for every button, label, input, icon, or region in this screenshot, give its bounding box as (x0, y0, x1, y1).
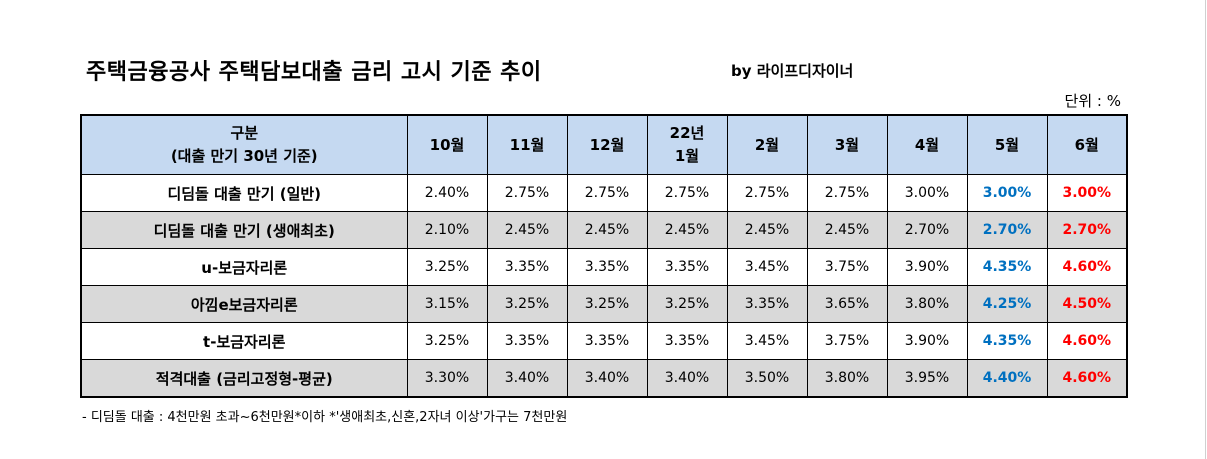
category-header-title: 구분 (230, 124, 259, 142)
rate-cell: 3.00% (886, 174, 968, 212)
rate-cell: 3.25% (486, 285, 568, 323)
rate-cell: 2.75% (486, 174, 568, 212)
rate-cell: 2.45% (646, 211, 728, 249)
rate-cell-may: 4.35% (966, 248, 1048, 286)
month-header: 3월 (806, 114, 888, 175)
row-label: 디딤돌 대출 만기 (일반) (80, 174, 408, 212)
unit-label: 단위 : % (1064, 92, 1121, 110)
rate-cell-june: 3.00% (1046, 174, 1128, 212)
rate-cell: 3.45% (726, 322, 808, 360)
rate-cell: 2.45% (486, 211, 568, 249)
rate-cell: 2.75% (566, 174, 648, 212)
rate-cell: 3.35% (486, 248, 568, 286)
month-header: 22년 1월 (646, 114, 728, 175)
rate-cell: 3.35% (646, 322, 728, 360)
rate-cell: 3.40% (646, 359, 728, 398)
rate-cell-may: 3.00% (966, 174, 1048, 212)
table-row: 디딤돌 대출 만기 (일반) 2.40% 2.75% 2.75% 2.75% 2… (80, 174, 1128, 212)
rate-cell-june: 4.60% (1046, 248, 1128, 286)
author-byline: by 라이프디자이너 (731, 62, 854, 80)
rate-cell-june: 4.50% (1046, 285, 1128, 323)
rate-cell: 3.35% (646, 248, 728, 286)
rate-cell: 3.25% (646, 285, 728, 323)
rate-cell: 2.70% (886, 211, 968, 249)
rate-cell: 3.35% (486, 322, 568, 360)
rate-cell-june: 2.70% (1046, 211, 1128, 249)
table-row: 디딤돌 대출 만기 (생애최초) 2.10% 2.45% 2.45% 2.45%… (80, 211, 1128, 249)
rate-cell-june: 4.60% (1046, 322, 1128, 360)
month-header: 10월 (406, 114, 488, 175)
row-label: 아낌e보금자리론 (80, 285, 408, 323)
rate-cell: 3.45% (726, 248, 808, 286)
rate-cell: 2.10% (406, 211, 488, 249)
rate-cell: 2.75% (726, 174, 808, 212)
rate-cell: 3.25% (566, 285, 648, 323)
month-header: 6월 (1046, 114, 1128, 175)
rate-cell-may: 4.40% (966, 359, 1048, 398)
rate-cell: 3.75% (806, 248, 888, 286)
rate-cell: 3.25% (406, 322, 488, 360)
rate-cell: 3.80% (806, 359, 888, 398)
footnote: - 디딤돌 대출 : 4천만원 초과~6천만원*이하 *'생애최초,신혼,2자녀… (82, 410, 568, 425)
category-header-subtitle: (대출 만기 30년 기준) (170, 147, 318, 165)
rate-cell: 3.80% (886, 285, 968, 323)
table-row: 아낌e보금자리론 3.15% 3.25% 3.25% 3.25% 3.35% 3… (80, 285, 1128, 323)
row-label: 적격대출 (금리고정형-평균) (80, 359, 408, 398)
row-label: u-보금자리론 (80, 248, 408, 286)
rate-cell: 2.45% (806, 211, 888, 249)
rate-cell: 3.40% (566, 359, 648, 398)
row-label: t-보금자리론 (80, 322, 408, 360)
rate-cell: 3.95% (886, 359, 968, 398)
rate-cell: 3.65% (806, 285, 888, 323)
rate-cell-may: 4.25% (966, 285, 1048, 323)
table-row: u-보금자리론 3.25% 3.35% 3.35% 3.35% 3.45% 3.… (80, 248, 1128, 286)
rate-cell: 3.30% (406, 359, 488, 398)
rate-cell: 3.50% (726, 359, 808, 398)
row-label: 디딤돌 대출 만기 (생애최초) (80, 211, 408, 249)
table-row: t-보금자리론 3.25% 3.35% 3.35% 3.35% 3.45% 3.… (80, 322, 1128, 360)
rate-cell-june: 4.60% (1046, 359, 1128, 398)
month-header: 5월 (966, 114, 1048, 175)
rate-cell: 3.90% (886, 248, 968, 286)
page-title: 주택금융공사 주택담보대출 금리 고시 기준 추이 (86, 60, 542, 85)
month-header: 2월 (726, 114, 808, 175)
rate-cell: 2.40% (406, 174, 488, 212)
rate-cell: 3.25% (406, 248, 488, 286)
month-header: 4월 (886, 114, 968, 175)
interest-rate-table: 구분 (대출 만기 30년 기준) 10월 11월 12월 22년 1월 2월 3… (80, 114, 1128, 398)
rate-cell: 3.35% (566, 322, 648, 360)
rate-cell: 3.40% (486, 359, 568, 398)
month-header: 11월 (486, 114, 568, 175)
month-header: 12월 (566, 114, 648, 175)
table-row: 적격대출 (금리고정형-평균) 3.30% 3.40% 3.40% 3.40% … (80, 359, 1128, 398)
rate-cell: 3.35% (566, 248, 648, 286)
page-edge-divider (1205, 0, 1206, 459)
rate-cell: 3.35% (726, 285, 808, 323)
category-header: 구분 (대출 만기 30년 기준) (80, 114, 408, 175)
rate-cell: 3.15% (406, 285, 488, 323)
rate-cell: 2.75% (646, 174, 728, 212)
rate-cell: 3.75% (806, 322, 888, 360)
rate-cell-may: 4.35% (966, 322, 1048, 360)
rate-cell: 2.45% (726, 211, 808, 249)
rate-cell: 3.90% (886, 322, 968, 360)
table-header-row: 구분 (대출 만기 30년 기준) 10월 11월 12월 22년 1월 2월 3… (80, 114, 1128, 175)
rate-cell: 2.45% (566, 211, 648, 249)
rate-cell-may: 2.70% (966, 211, 1048, 249)
rate-cell: 2.75% (806, 174, 888, 212)
